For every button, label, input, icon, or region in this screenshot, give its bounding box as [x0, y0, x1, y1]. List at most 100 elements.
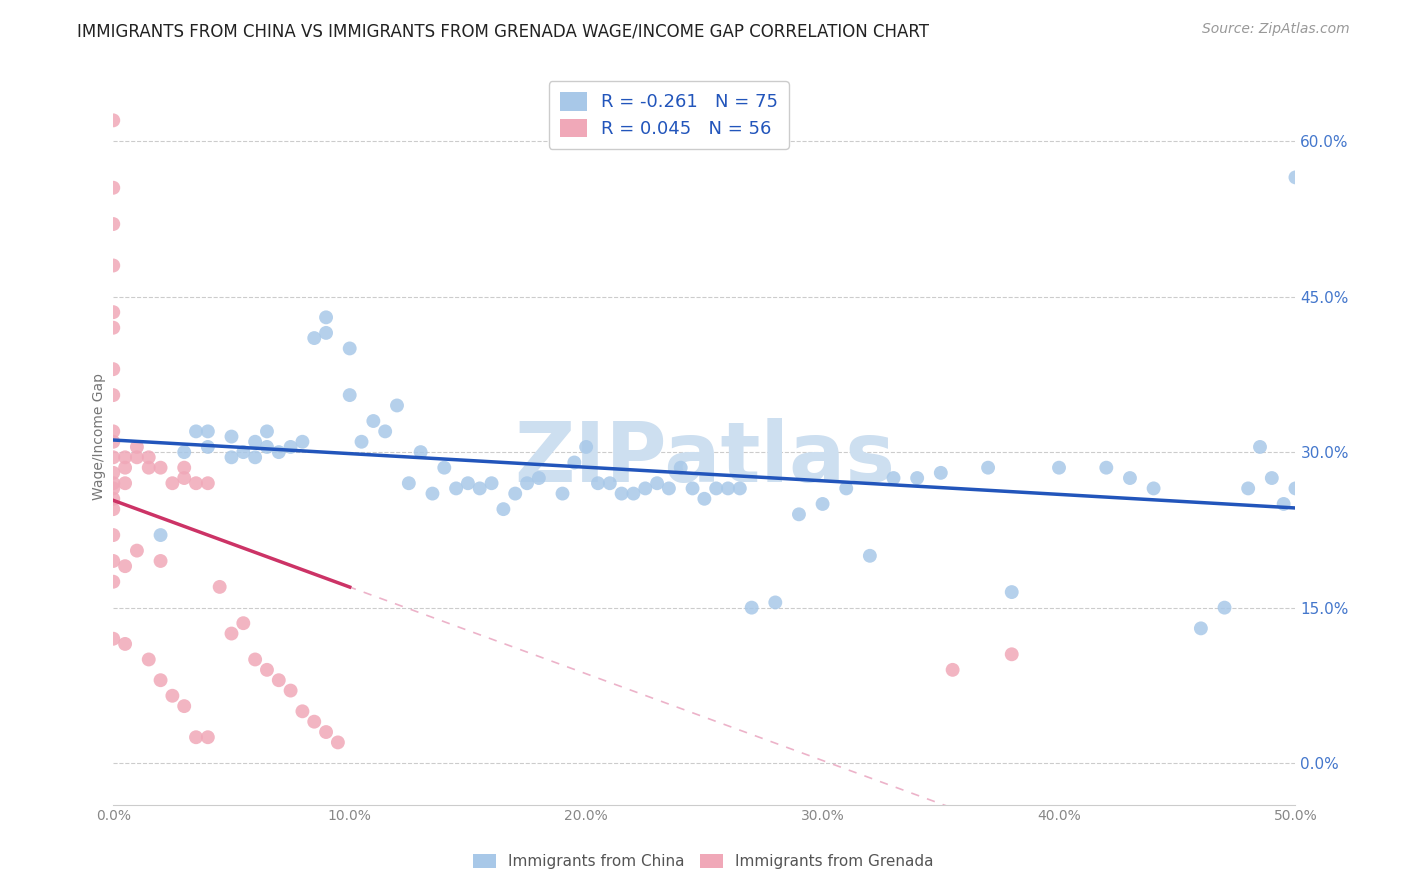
Point	[103, 434, 125, 449]
Point	[103, 476, 125, 491]
Point	[304, 714, 326, 729]
Point	[197, 425, 219, 439]
Point	[304, 331, 326, 345]
Point	[103, 305, 125, 319]
Point	[693, 491, 716, 506]
Point	[103, 491, 125, 506]
Point	[221, 450, 243, 465]
Text: IMMIGRANTS FROM CHINA VS IMMIGRANTS FROM GRENADA WAGE/INCOME GAP CORRELATION CHA: IMMIGRANTS FROM CHINA VS IMMIGRANTS FROM…	[77, 22, 929, 40]
Point	[859, 549, 882, 563]
Point	[1237, 482, 1260, 496]
Point	[315, 326, 337, 340]
Point	[114, 637, 136, 651]
Point	[481, 476, 503, 491]
Point	[173, 445, 195, 459]
Point	[1189, 621, 1212, 635]
Point	[527, 471, 550, 485]
Point	[741, 600, 763, 615]
Point	[586, 476, 609, 491]
Point	[256, 425, 278, 439]
Point	[468, 482, 491, 496]
Point	[363, 414, 385, 428]
Point	[114, 450, 136, 465]
Point	[114, 476, 136, 491]
Point	[149, 673, 172, 688]
Point	[256, 663, 278, 677]
Point	[1261, 471, 1284, 485]
Point	[350, 434, 373, 449]
Point	[610, 486, 633, 500]
Point	[291, 704, 314, 718]
Point	[457, 476, 479, 491]
Point	[1284, 170, 1306, 185]
Point	[385, 399, 408, 413]
Point	[280, 683, 302, 698]
Point	[516, 476, 538, 491]
Point	[398, 476, 420, 491]
Point	[645, 476, 668, 491]
Point	[669, 460, 692, 475]
Point	[1213, 600, 1236, 615]
Point	[184, 425, 207, 439]
Point	[197, 440, 219, 454]
Point	[883, 471, 905, 485]
Text: ZIPatlas: ZIPatlas	[513, 418, 894, 500]
Point	[184, 476, 207, 491]
Point	[575, 440, 598, 454]
Point	[138, 450, 160, 465]
Point	[149, 554, 172, 568]
Point	[103, 554, 125, 568]
Point	[232, 445, 254, 459]
Point	[977, 460, 1000, 475]
Point	[1142, 482, 1164, 496]
Point	[1249, 440, 1271, 454]
Point	[634, 482, 657, 496]
Point	[103, 362, 125, 376]
Point	[1047, 460, 1070, 475]
Point	[221, 429, 243, 443]
Point	[232, 616, 254, 631]
Point	[221, 626, 243, 640]
Point	[682, 482, 704, 496]
Point	[103, 466, 125, 480]
Point	[103, 632, 125, 646]
Point	[339, 388, 361, 402]
Point	[1001, 585, 1024, 599]
Point	[103, 217, 125, 231]
Point	[599, 476, 621, 491]
Point	[704, 482, 727, 496]
Point	[929, 466, 952, 480]
Point	[125, 440, 148, 454]
Point	[243, 450, 266, 465]
Point	[103, 425, 125, 439]
Point	[103, 502, 125, 516]
Point	[197, 730, 219, 744]
Point	[267, 673, 290, 688]
Point	[149, 460, 172, 475]
Point	[114, 559, 136, 574]
Point	[374, 425, 396, 439]
Point	[173, 699, 195, 714]
Text: Source: ZipAtlas.com: Source: ZipAtlas.com	[1202, 22, 1350, 37]
Point	[787, 508, 810, 522]
Point	[138, 460, 160, 475]
Point	[173, 460, 195, 475]
Point	[444, 482, 467, 496]
Point	[256, 440, 278, 454]
Point	[103, 259, 125, 273]
Point	[243, 652, 266, 666]
Legend: Immigrants from China, Immigrants from Grenada: Immigrants from China, Immigrants from G…	[467, 848, 939, 875]
Point	[763, 595, 786, 609]
Point	[1272, 497, 1295, 511]
Point	[103, 528, 125, 542]
Point	[339, 342, 361, 356]
Point	[125, 543, 148, 558]
Point	[562, 455, 585, 469]
Point	[162, 476, 184, 491]
Point	[184, 730, 207, 744]
Point	[149, 528, 172, 542]
Point	[315, 725, 337, 739]
Point	[623, 486, 645, 500]
Point	[103, 180, 125, 194]
Point	[103, 574, 125, 589]
